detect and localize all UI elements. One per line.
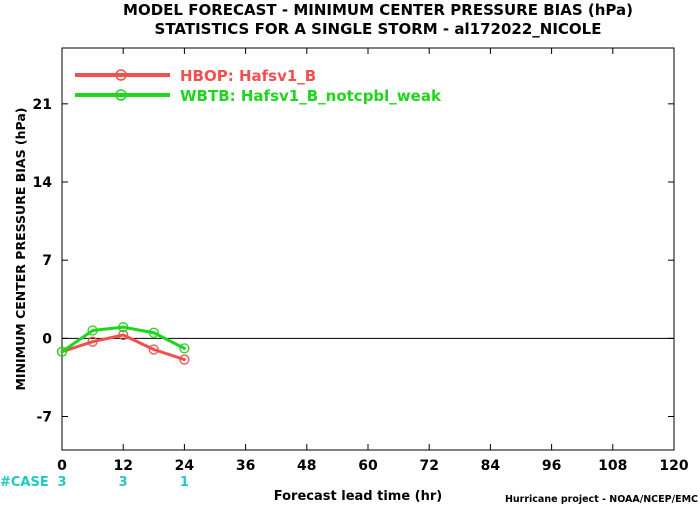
y-tick-label: -7	[36, 410, 52, 426]
x-tick-label: 24	[175, 458, 195, 474]
plot-frame	[61, 47, 675, 451]
x-tick-label: 108	[598, 458, 627, 474]
legend-label-2: WBTB: Hafsv1_B_notcpbl_weak	[180, 87, 442, 105]
series-1-point	[87, 336, 98, 347]
series-1-point	[179, 354, 190, 365]
x-tick-label: 60	[358, 458, 378, 474]
case-count-value: 3	[119, 475, 128, 490]
x-tick-label: 36	[236, 458, 255, 474]
x-tick-label: 12	[113, 458, 132, 474]
x-tick-label: 72	[419, 458, 438, 474]
y-tick-label: 7	[42, 253, 52, 269]
series-2-point	[87, 325, 98, 336]
series-1-point	[148, 344, 159, 355]
axis-ticks: 0 12 24 36 48 60 72 84 96 108 120 -7 0 7 14 21	[33, 48, 689, 474]
x-tick-label: 96	[542, 458, 561, 474]
series-2-point	[118, 322, 129, 333]
x-axis-label: Forecast lead time (hr)	[274, 489, 442, 504]
series-2-point	[56, 346, 68, 357]
series-1-point	[118, 329, 129, 341]
legend-marker-1	[115, 69, 127, 81]
case-count-value: 3	[57, 475, 66, 490]
series-line-2	[60, 325, 186, 354]
legend: HBOP: Hafsv1_B WBTB: Hafsv1_B_notcpbl_wea…	[75, 67, 442, 105]
credit-text: Hurricane project - NOAA/NCEP/EMC	[505, 494, 698, 505]
chart-subtitle: STATISTICS FOR A SINGLE STORM - al172022…	[155, 20, 602, 38]
x-tick-label: 84	[481, 458, 501, 474]
y-axis-label: MINIMUM CENTER PRESSURE BIAS (hPa)	[13, 107, 28, 390]
series-2-point	[179, 343, 190, 354]
case-count-label: #CASE	[0, 475, 49, 490]
series-line-1	[60, 333, 186, 362]
x-tick-label: 120	[659, 458, 688, 474]
y-tick-label: 21	[33, 97, 52, 113]
series-layer	[56, 322, 190, 365]
case-counts: 3 3 1	[57, 475, 188, 490]
x-tick-label: 48	[297, 458, 316, 474]
y-tick-label: 0	[42, 331, 52, 347]
legend-marker-2	[115, 89, 127, 101]
legend-label-1: HBOP: Hafsv1_B	[180, 67, 316, 85]
x-tick-label: 0	[57, 458, 67, 474]
series-2-point	[148, 327, 159, 338]
chart-title: MODEL FORECAST - MINIMUM CENTER PRESSURE…	[123, 1, 633, 19]
y-tick-label: 14	[33, 175, 53, 191]
case-count-value: 1	[180, 475, 189, 490]
